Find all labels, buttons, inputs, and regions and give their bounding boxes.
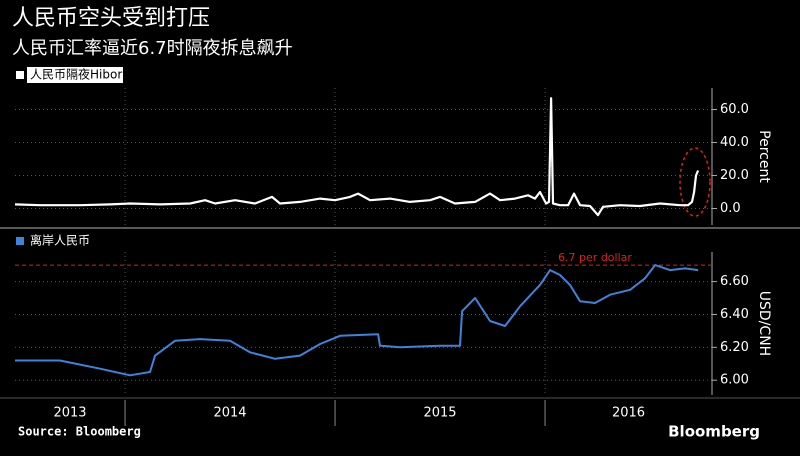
title: 人民币空头受到打压: [12, 6, 210, 31]
legend-swatch: [16, 237, 24, 245]
y-axis-title: Percent: [756, 130, 772, 183]
x-tick-label: 2015: [423, 406, 456, 421]
series-line: [14, 97, 700, 217]
legend-swatch: [16, 71, 24, 79]
y-tick-label: 6.40: [720, 307, 749, 322]
y-tick-label: 0.0: [720, 201, 741, 216]
y-tick-label: 6.20: [720, 340, 749, 355]
legend-box: [27, 67, 123, 83]
subtitle: 人民币汇率逼近6.7时隔夜拆息飙升: [12, 38, 293, 59]
series-line: [15, 264, 699, 377]
x-tick-label: 2014: [213, 406, 246, 421]
highlight-ellipse: [679, 147, 711, 217]
y-axis-title: USD/CNH: [756, 291, 772, 356]
legend-label: 人民币隔夜Hibor: [30, 67, 122, 82]
y-tick-label: 6.00: [720, 373, 749, 388]
y-tick-label: 40.0: [720, 135, 749, 150]
brand: Bloomberg: [668, 423, 760, 441]
y-tick-label: 60.0: [720, 102, 749, 117]
x-tick-label: 2013: [53, 406, 86, 421]
y-tick-label: 20.0: [720, 168, 749, 183]
y-tick-label: 6.60: [720, 274, 749, 289]
reference-label: 6.7 per dollar: [558, 251, 632, 264]
source: Source: Bloomberg: [18, 425, 141, 439]
legend-label: 离岸人民币: [30, 233, 90, 248]
x-tick-label: 2016: [612, 406, 645, 421]
